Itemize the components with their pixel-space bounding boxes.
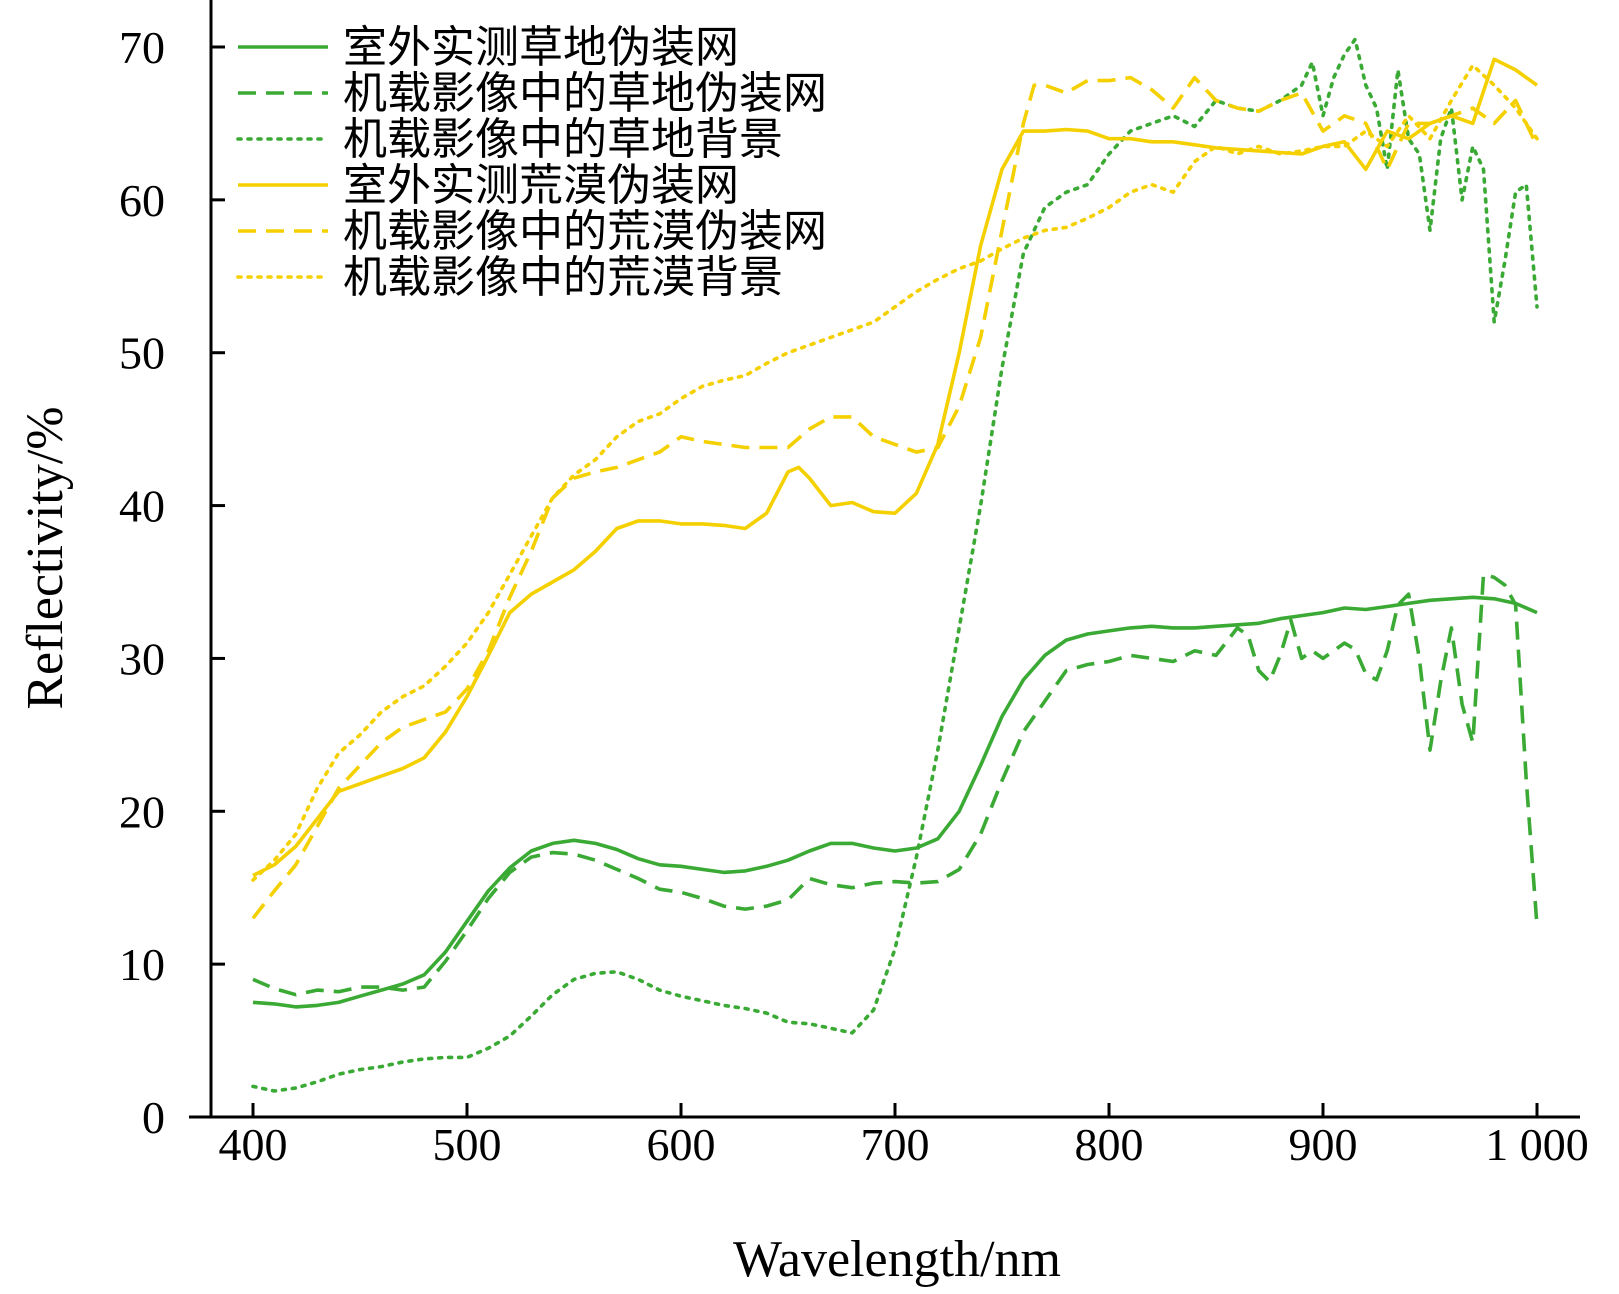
- x-tick-label: 800: [1075, 1119, 1144, 1170]
- legend-label-2: 机载影像中的草地伪装网: [343, 68, 827, 119]
- x-tick-label: 500: [433, 1119, 502, 1170]
- legend-label-6: 机载影像中的荒漠背景: [343, 252, 783, 303]
- y-tick-label: 70: [119, 22, 165, 73]
- axes: [189, 0, 1580, 1119]
- series-line-2: [252, 572, 1539, 997]
- legend: 室外实测草地伪装网机载影像中的草地伪装网机载影像中的草地背景室外实测荒漠伪装网机…: [236, 22, 827, 303]
- y-axis-title: Reflectivity/%: [17, 406, 74, 709]
- y-tick-label: 30: [119, 633, 165, 684]
- plot-lines: [251, 37, 1539, 1093]
- y-tick-label: 60: [119, 175, 165, 226]
- y-tick-label: 10: [119, 939, 165, 990]
- x-axis-title: Wavelength/nm: [733, 1231, 1061, 1288]
- y-tick-label: 0: [142, 1092, 165, 1143]
- x-tick-label: 600: [647, 1119, 716, 1170]
- legend-label-5: 机载影像中的荒漠伪装网: [343, 206, 827, 257]
- y-tick-label: 50: [119, 328, 165, 379]
- x-tick-label: 700: [861, 1119, 930, 1170]
- legend-label-3: 机载影像中的草地背景: [343, 114, 783, 165]
- y-tick-label: 40: [119, 481, 165, 532]
- x-tick-label: 900: [1289, 1119, 1358, 1170]
- y-ticks: 0 10 20 30 40 50 60 70: [119, 22, 225, 1143]
- y-tick-label: 20: [119, 786, 165, 837]
- x-ticks: 400 500 600 700 800 900 1 000: [219, 1103, 1589, 1170]
- series-line-3: [251, 37, 1539, 1093]
- x-tick-label: 1 000: [1485, 1119, 1589, 1170]
- series-line-5: [251, 75, 1539, 920]
- series-line-6: [251, 63, 1539, 882]
- legend-label-1: 室外实测草地伪装网: [343, 22, 739, 73]
- legend-label-4: 室外实测荒漠伪装网: [343, 160, 739, 211]
- x-tick-label: 400: [219, 1119, 288, 1170]
- series-line-1: [252, 595, 1538, 1009]
